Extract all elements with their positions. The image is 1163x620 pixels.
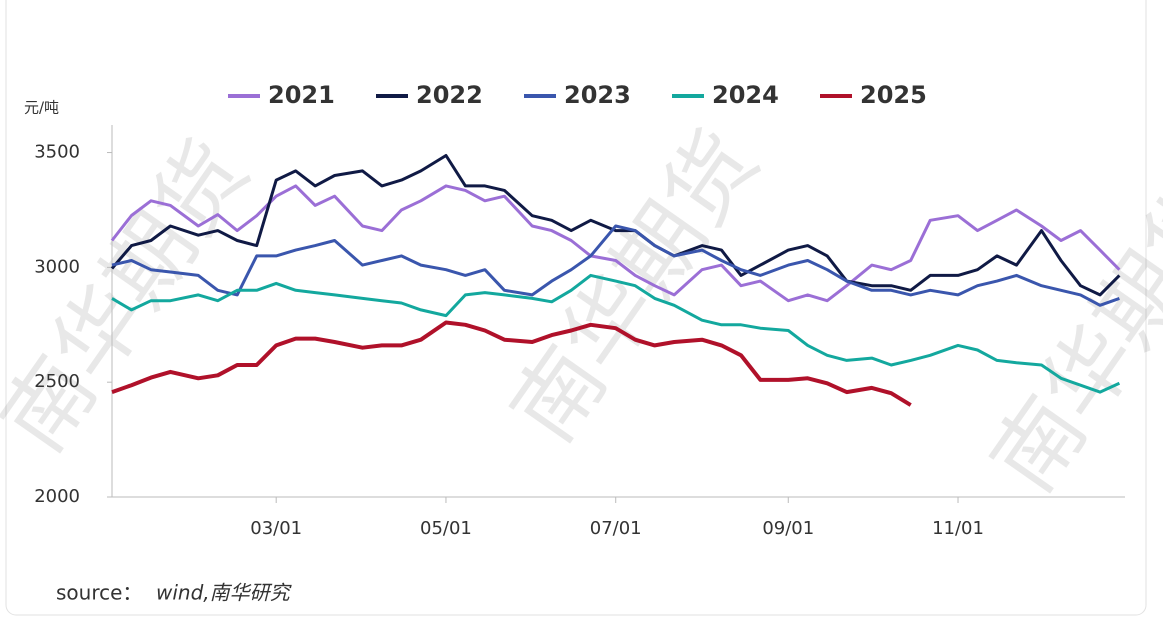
series-line <box>110 154 1121 297</box>
source: wind,南华研究 <box>156 581 293 605</box>
series-line <box>111 273 1121 394</box>
legend-label: 2023 <box>564 81 631 109</box>
x-tick-label: 11/01 <box>932 518 984 539</box>
series-line <box>110 184 1121 303</box>
x-tick-label: 07/01 <box>590 518 642 539</box>
legend-label: 2025 <box>860 81 927 109</box>
source-label: source： <box>56 581 142 605</box>
legend-label: 2024 <box>712 81 779 109</box>
x-tick-label: 05/01 <box>420 518 472 539</box>
y-tick-label: 3500 <box>34 142 80 163</box>
legend-label: 2022 <box>416 81 483 109</box>
x-tick-label: 09/01 <box>762 518 814 539</box>
unit-label: 元/吨 <box>24 99 59 117</box>
series-line <box>111 320 912 407</box>
series-line <box>111 224 1120 307</box>
x-tick-label: 03/01 <box>250 518 302 539</box>
card <box>5 0 1147 616</box>
y-tick-label: 3000 <box>34 256 80 277</box>
y-tick-label: 2500 <box>34 371 80 392</box>
y-tick-label: 2000 <box>34 486 80 507</box>
legend-label: 2021 <box>268 81 335 109</box>
